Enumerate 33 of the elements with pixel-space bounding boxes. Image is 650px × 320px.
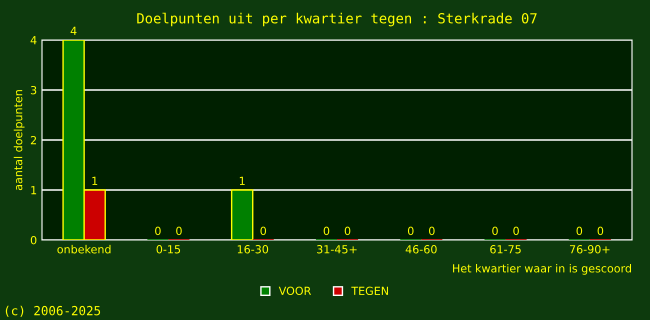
y-tick-label: 1 xyxy=(31,186,36,194)
data-label: 0 xyxy=(176,226,182,236)
bar xyxy=(230,189,254,240)
y-tick-label: 2 xyxy=(30,136,36,144)
y-axis-title: aantal doelpunten xyxy=(14,90,25,190)
data-label: 0 xyxy=(576,226,582,236)
data-label: 0 xyxy=(408,226,414,236)
x-tick-label: 76-90+ xyxy=(570,245,610,254)
data-label: 0 xyxy=(260,226,266,236)
data-label: 1 xyxy=(240,176,245,185)
x-tick-label: 61-75 xyxy=(490,245,521,254)
data-label: 0 xyxy=(429,226,435,236)
x-tick-label: 16-30 xyxy=(238,245,268,254)
y-tick-label: 4 xyxy=(30,36,37,44)
x-tick-label: onbekend xyxy=(57,244,110,254)
x-tick-label: 46-60 xyxy=(406,245,437,254)
data-label: 1 xyxy=(92,176,98,185)
y-tick-label: 3 xyxy=(30,86,36,94)
data-label: 0 xyxy=(344,226,350,236)
data-label: 4 xyxy=(70,26,77,35)
data-label: 0 xyxy=(513,226,519,236)
legend-label: VOOR xyxy=(278,286,312,296)
x-tick-label: 0-15 xyxy=(156,245,180,254)
y-tick-label: 0 xyxy=(30,236,36,244)
data-label: 0 xyxy=(324,226,330,236)
x-axis-title: Het kwartier waar in is gescoord xyxy=(453,264,631,275)
text: (c) 2006-2025 xyxy=(6,306,100,317)
data-label: 0 xyxy=(492,226,498,236)
chart-title: Doelpunten uit per kwartier tegen : Sterkrade 07 xyxy=(137,12,537,26)
x-tick-label: 31-45+ xyxy=(317,245,357,254)
legend-label: TEGEN xyxy=(351,286,388,296)
data-label: 0 xyxy=(598,226,604,236)
data-label: 0 xyxy=(155,226,161,236)
